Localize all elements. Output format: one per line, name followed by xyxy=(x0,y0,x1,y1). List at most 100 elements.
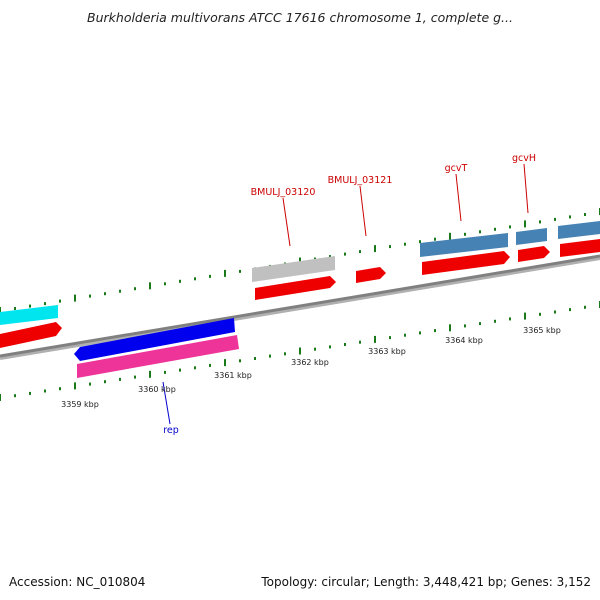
lower-tick-mark xyxy=(179,368,181,372)
backbone xyxy=(0,254,600,358)
cds-red-right[interactable] xyxy=(560,239,600,257)
gene-gcvH[interactable] xyxy=(516,228,547,245)
gene-label-gcvT[interactable]: gcvT xyxy=(445,163,468,174)
upper-tick-mark xyxy=(584,213,586,216)
gene-label-rep[interactable]: rep xyxy=(163,425,179,436)
cds-red-2[interactable] xyxy=(255,276,336,300)
cds-gcvH[interactable] xyxy=(518,246,550,262)
upper-tick-mark xyxy=(329,255,331,259)
upper-tick-mark xyxy=(419,240,421,244)
lower-tick-mark xyxy=(524,312,526,320)
lower-tick-mark xyxy=(59,387,61,391)
lower-tick-mark xyxy=(314,347,316,351)
lower-tick-mark xyxy=(224,359,226,367)
lower-tick-mark xyxy=(89,382,91,386)
lower-tick-mark xyxy=(44,389,46,393)
lower-tick-mark xyxy=(269,354,271,358)
lower-tick-mark xyxy=(284,352,286,356)
upper-tick-mark xyxy=(509,225,511,229)
upper-tick-mark xyxy=(89,294,91,298)
tick-label-3365: 3365 kbp xyxy=(523,326,561,335)
leader-gcvT xyxy=(455,173,462,222)
leader-rep xyxy=(162,381,171,425)
upper-tick-mark xyxy=(119,289,121,293)
tick-label-3362: 3362 kbp xyxy=(291,358,329,367)
upper-tick-mark xyxy=(164,282,166,286)
tick-label-3360: 3360 kbp xyxy=(138,385,176,394)
upper-tick-mark xyxy=(434,237,436,241)
lower-tick-mark xyxy=(149,370,151,378)
upper-tick-mark xyxy=(494,227,496,231)
gene-label-gcvH[interactable]: gcvH xyxy=(512,153,536,164)
upper-tick-mark xyxy=(464,232,466,236)
lower-tick-mark xyxy=(509,317,511,321)
lower-tick-mark xyxy=(434,329,436,333)
gene-gcvT[interactable] xyxy=(420,233,508,257)
lower-tick-mark xyxy=(29,391,31,395)
lower-tick-mark xyxy=(479,322,481,326)
upper-tick-mark xyxy=(359,250,361,254)
cds-red-3[interactable] xyxy=(356,267,386,283)
gene-grey[interactable] xyxy=(252,256,335,282)
upper-tick-mark xyxy=(149,282,151,290)
upper-tick-mark xyxy=(539,220,541,224)
lower-tick-mark xyxy=(209,363,211,367)
lower-tick-mark xyxy=(0,394,1,401)
lower-tick-mark xyxy=(239,359,241,363)
lower-tick-mark xyxy=(164,370,166,374)
lower-tick-mark xyxy=(569,308,571,312)
lower-tick-mark xyxy=(134,375,136,379)
lower-tick-mark xyxy=(464,324,466,328)
map-title: Burkholderia multivorans ATCC 17616 chro… xyxy=(87,10,513,25)
leader-gcvH xyxy=(523,163,529,214)
leader-bmulj03121 xyxy=(359,185,367,237)
lower-tick-mark xyxy=(194,366,196,370)
lower-tick-mark xyxy=(419,331,421,335)
upper-tick-mark xyxy=(389,245,391,249)
cds-rep[interactable] xyxy=(77,335,239,378)
upper-tick-mark xyxy=(554,217,556,221)
lower-tick-mark xyxy=(359,340,361,344)
lower-tick-mark xyxy=(584,305,586,309)
lower-tick-mark xyxy=(14,394,16,398)
lower-tick-mark xyxy=(254,357,256,360)
gene-label-bmulj03120[interactable]: BMULJ_03120 xyxy=(251,187,316,198)
lower-tick-row xyxy=(0,301,600,401)
lower-tick-mark xyxy=(539,312,541,316)
gene-label-lines xyxy=(162,163,529,425)
forward-features xyxy=(0,221,600,348)
lower-tick-mark xyxy=(104,380,106,384)
lower-tick-mark xyxy=(494,319,496,323)
upper-tick-mark xyxy=(179,279,181,283)
lower-tick-mark xyxy=(449,324,451,332)
accession-text: Accession: NC_010804 xyxy=(9,575,146,589)
upper-tick-mark xyxy=(209,274,211,278)
upper-tick-mark xyxy=(224,269,226,277)
gene-blue-right[interactable] xyxy=(558,221,600,239)
upper-tick-mark xyxy=(299,257,301,265)
cds-gcvT[interactable] xyxy=(422,251,510,275)
reverse-features xyxy=(74,318,239,378)
lower-tick-mark xyxy=(299,347,301,355)
upper-tick-mark xyxy=(479,230,481,234)
lower-tick-mark xyxy=(554,310,556,314)
gene-cyan[interactable] xyxy=(0,305,58,325)
upper-tick-mark xyxy=(404,242,406,246)
lower-tick-mark xyxy=(344,343,346,346)
gene-rep[interactable] xyxy=(74,318,235,361)
scale-labels: 3359 kbp 3360 kbp 3361 kbp 3362 kbp 3363… xyxy=(61,326,561,409)
upper-tick-mark xyxy=(104,292,106,296)
upper-tick-mark xyxy=(239,269,241,273)
cds-red-1[interactable] xyxy=(0,322,62,348)
upper-tick-mark xyxy=(44,302,46,306)
lower-tick-mark xyxy=(329,345,331,349)
upper-tick-row xyxy=(0,208,600,314)
backbone-shadow xyxy=(0,256,600,360)
upper-tick-mark xyxy=(14,307,16,310)
upper-tick-mark xyxy=(59,299,61,303)
lower-tick-mark xyxy=(74,382,76,390)
upper-tick-mark xyxy=(0,307,1,314)
gene-label-bmulj03121[interactable]: BMULJ_03121 xyxy=(328,175,393,186)
topology-text: Topology: circular; Length: 3,448,421 bp… xyxy=(261,575,591,589)
